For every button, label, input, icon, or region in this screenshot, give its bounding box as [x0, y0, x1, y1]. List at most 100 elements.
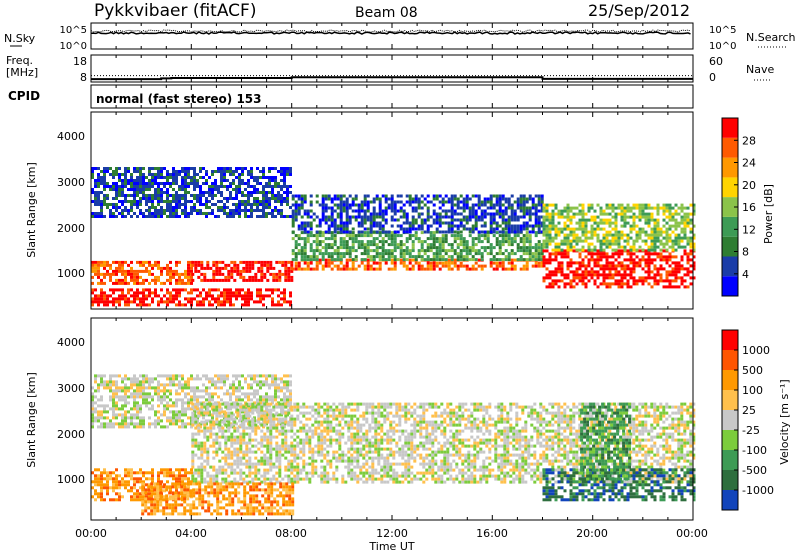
power-cell: [656, 221, 660, 225]
power-cell: [587, 258, 591, 262]
power-cell: [516, 227, 520, 231]
power-cell: [614, 270, 618, 274]
power-cell: [471, 209, 475, 213]
power-cell: [671, 261, 675, 265]
velocity-cell: [191, 444, 195, 448]
velocity-cell: [229, 407, 232, 411]
power-cell: [638, 261, 642, 265]
power-cell: [608, 212, 612, 216]
velocity-cell: [196, 398, 199, 402]
power-cell: [554, 282, 558, 286]
power-cell: [548, 203, 552, 207]
power-cell: [405, 218, 409, 222]
power-cell: [677, 206, 681, 210]
power-cell: [133, 185, 136, 188]
power-cell: [486, 206, 490, 210]
power-cell: [671, 248, 675, 252]
velocity-cell: [224, 471, 228, 475]
power-cell: [372, 243, 376, 247]
power-cell: [399, 240, 403, 244]
power-cell: [357, 215, 361, 219]
velocity-cell: [251, 477, 255, 481]
velocity-cell: [130, 383, 133, 387]
power-cell: [396, 224, 400, 228]
power-cell: [563, 273, 567, 277]
power-cell: [127, 194, 130, 197]
power-cell: [378, 231, 382, 235]
power-cell: [402, 249, 406, 253]
power-cell: [629, 245, 633, 249]
power-cell: [489, 218, 493, 222]
power-cell: [290, 269, 294, 273]
velocity-cell: [203, 444, 207, 448]
power-cell: [330, 206, 334, 210]
power-cell: [169, 272, 172, 276]
power-cell: [372, 212, 376, 216]
power-cell: [217, 188, 220, 191]
power-cell: [112, 176, 115, 179]
velocity-cell: [229, 395, 232, 399]
velocity-cell: [215, 441, 219, 445]
velocity-cell: [226, 377, 229, 381]
power-cell: [599, 255, 603, 259]
velocity-cell: [172, 380, 175, 384]
velocity-cell: [142, 398, 145, 402]
power-cell: [513, 227, 517, 231]
power-cell: [169, 294, 172, 298]
power-cell: [118, 212, 121, 215]
power-cell: [528, 224, 532, 228]
power-cell: [274, 206, 277, 209]
power-cell: [387, 249, 391, 253]
power-cell: [121, 281, 124, 285]
power-cell: [635, 279, 639, 283]
power-cell: [620, 215, 624, 219]
power-cell: [277, 300, 280, 304]
power-cell: [447, 258, 451, 262]
power-cell: [507, 261, 511, 265]
velocity-cell: [221, 420, 225, 424]
power-cell: [554, 206, 558, 210]
velocity-cell: [233, 429, 237, 433]
power-cell: [626, 249, 630, 253]
power-cell: [169, 300, 172, 304]
power-cell: [686, 218, 690, 222]
power-cell: [205, 200, 208, 203]
power-cell: [614, 264, 618, 268]
power-cell: [300, 246, 304, 250]
power-cell: [578, 255, 582, 259]
power-cell: [453, 240, 457, 244]
velocity-cell: [248, 462, 252, 466]
power-cell: [620, 218, 624, 222]
power-cell: [531, 252, 535, 256]
power-cell: [444, 215, 448, 219]
power-cell: [641, 279, 645, 283]
velocity-cell: [172, 374, 175, 378]
power-cell: [480, 209, 484, 213]
power-cell: [360, 203, 364, 207]
power-cell: [390, 209, 394, 213]
power-cell: [223, 197, 226, 200]
power-cell: [441, 234, 445, 238]
power-cell: [686, 267, 690, 271]
power-cell: [181, 303, 184, 307]
velocity-cell: [283, 383, 286, 387]
power-cell: [635, 203, 639, 207]
power-cell: [309, 246, 313, 250]
power-cell: [166, 300, 169, 304]
power-cell: [528, 209, 532, 213]
power-cell: [265, 197, 268, 200]
power-cell: [151, 182, 154, 185]
power-cell: [537, 215, 541, 219]
velocity-cell: [209, 480, 213, 484]
power-cell: [423, 252, 427, 256]
power-cell: [306, 215, 310, 219]
power-cell: [100, 294, 103, 298]
velocity-cell: [242, 450, 246, 454]
velocity-cell: [221, 435, 225, 439]
power-cell: [278, 260, 282, 264]
power-cell: [229, 291, 232, 295]
velocity-cell: [112, 410, 115, 414]
velocity-cell: [254, 465, 258, 469]
velocity-cell: [178, 380, 181, 384]
velocity-cell: [121, 422, 124, 426]
